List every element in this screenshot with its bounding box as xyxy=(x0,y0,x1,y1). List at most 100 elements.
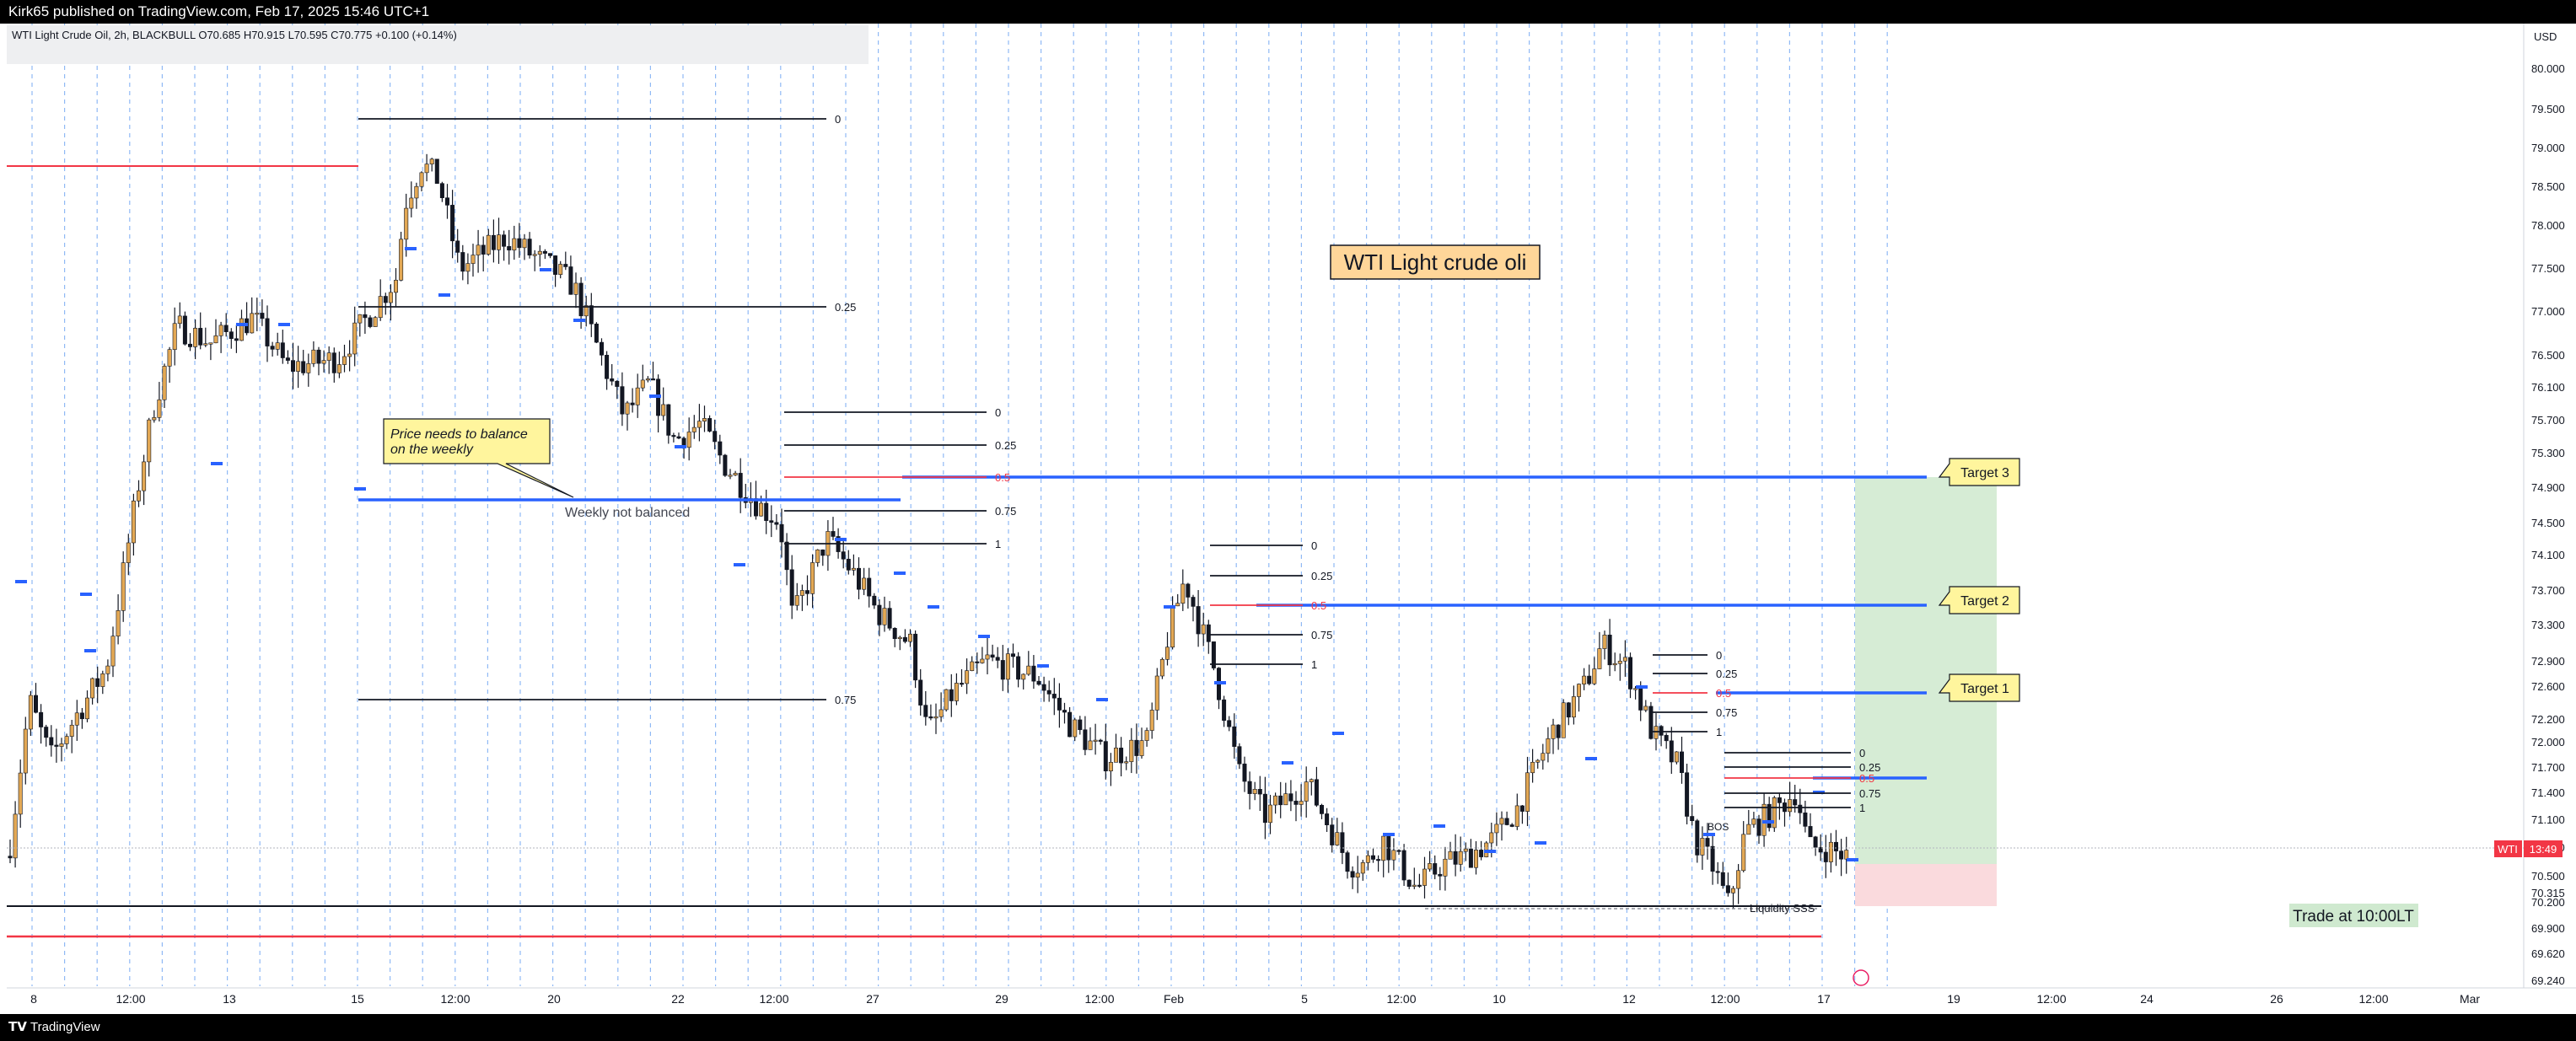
title-box xyxy=(1330,244,1541,280)
candle-body xyxy=(465,263,471,272)
time-axis[interactable]: 8 12:00 13 15 12:00 20 22 12:00 27 29 12:00 Feb 5 12:… xyxy=(30,992,2480,1006)
candle-body xyxy=(1674,751,1679,763)
candle-body xyxy=(1170,605,1175,648)
candle-body xyxy=(1474,850,1479,868)
candle-body xyxy=(1499,818,1504,825)
price-tick-label: 77.000 xyxy=(2531,305,2565,318)
time-tick-label: 15 xyxy=(351,992,364,1006)
candle-body xyxy=(810,562,815,594)
candle-body xyxy=(918,679,923,706)
candle-body xyxy=(578,282,583,317)
price-tick-label: 79.000 xyxy=(2531,142,2565,154)
time-tick-label: 20 xyxy=(547,992,561,1006)
candle-body xyxy=(1828,841,1833,862)
fib-label: 0.5 xyxy=(1859,772,1874,785)
candle-body xyxy=(650,378,655,381)
candle-body xyxy=(1793,799,1798,806)
candle-body xyxy=(882,608,887,625)
candle-body xyxy=(1422,868,1428,886)
candle-body xyxy=(234,338,239,341)
candle-body xyxy=(208,342,213,345)
time-tick-label: 12:00 xyxy=(1084,992,1114,1006)
candle-body xyxy=(990,654,995,658)
fib-label: 1 xyxy=(1859,802,1865,814)
candle-body xyxy=(444,197,449,206)
candle-body xyxy=(799,590,804,596)
target-label: Target 2 xyxy=(1960,594,2009,609)
fib-label: 1 xyxy=(1716,726,1722,738)
candle-body xyxy=(1278,795,1283,806)
candle-body xyxy=(491,234,496,250)
candle-body xyxy=(532,254,537,256)
candle-body xyxy=(1211,641,1216,668)
candle-body xyxy=(507,246,512,251)
candle-body xyxy=(1746,824,1751,835)
candle-body xyxy=(1710,845,1715,872)
candle-body xyxy=(1088,740,1093,750)
candle-body xyxy=(733,473,738,475)
candle-body xyxy=(116,610,121,637)
candle-body xyxy=(290,360,295,372)
title-text: WTI Light crude oli xyxy=(1344,250,1527,275)
candle-body xyxy=(434,158,439,184)
candle-body xyxy=(573,282,578,295)
price-tick-label: 73.300 xyxy=(2531,619,2565,631)
candle-body xyxy=(358,314,363,324)
fib-label: 0.25 xyxy=(835,301,856,314)
brand-text: TradingView xyxy=(30,1020,100,1034)
candle-body xyxy=(1237,746,1242,765)
candle-body xyxy=(862,577,867,590)
candle-body xyxy=(928,716,933,719)
candle-body xyxy=(1165,647,1170,660)
countdown-tag xyxy=(2524,840,2563,857)
candle-body xyxy=(74,712,79,726)
currency-label: USD xyxy=(2534,30,2557,43)
candle-body xyxy=(686,432,691,448)
candle-body xyxy=(676,436,681,439)
fib-label: 0.25 xyxy=(995,439,1016,452)
candle-body xyxy=(815,549,820,563)
candle-body xyxy=(455,240,460,253)
candle-body xyxy=(1196,606,1201,635)
position-zones xyxy=(1855,477,1997,906)
price-tick-label: 70.315 xyxy=(2531,887,2565,899)
candle-body xyxy=(1093,739,1098,742)
candle-body xyxy=(630,402,635,405)
candle-body xyxy=(1406,879,1412,887)
price-tick-label: 78.000 xyxy=(2531,219,2565,232)
time-tick-label: 12:00 xyxy=(440,992,470,1006)
fib-set-3: 0 0.25 0.5 0.75 1 xyxy=(1653,649,1737,738)
annotation-layer: WTI Light crude oli Price needs to balanc… xyxy=(383,244,2418,986)
candle-body xyxy=(1751,818,1756,825)
candle-body xyxy=(1587,675,1592,684)
candle-body xyxy=(1509,824,1514,827)
candle-body xyxy=(1566,702,1571,718)
candle-body xyxy=(1273,795,1278,806)
candle-body xyxy=(1519,805,1525,812)
candle-body xyxy=(728,475,733,477)
candle-body xyxy=(306,363,311,373)
candle-body xyxy=(537,250,542,255)
time-tick-label: 13 xyxy=(223,992,236,1006)
price-tick-label: 72.200 xyxy=(2531,713,2565,726)
candle-body xyxy=(336,364,341,373)
candle-body xyxy=(1257,789,1262,795)
candle-body xyxy=(640,379,645,389)
candle-body xyxy=(1350,871,1355,878)
candle-body xyxy=(589,305,594,325)
candle-body xyxy=(193,328,198,347)
candle-body xyxy=(1180,583,1186,604)
price-tick-label: 72.600 xyxy=(2531,680,2565,693)
candle-body xyxy=(615,380,620,387)
candle-body xyxy=(1556,724,1561,738)
candle-body xyxy=(1561,702,1566,738)
candle-body xyxy=(198,328,203,346)
candle-body xyxy=(285,357,290,361)
candle-body xyxy=(820,549,826,556)
candle-body xyxy=(1546,738,1551,754)
candle-body xyxy=(558,264,563,275)
price-axis[interactable]: USD 80.000 79.500 79.000 78.500 78.000 77.500 7… xyxy=(2494,30,2565,987)
price-tick-label: 69.900 xyxy=(2531,922,2565,935)
candle-body xyxy=(527,239,532,256)
